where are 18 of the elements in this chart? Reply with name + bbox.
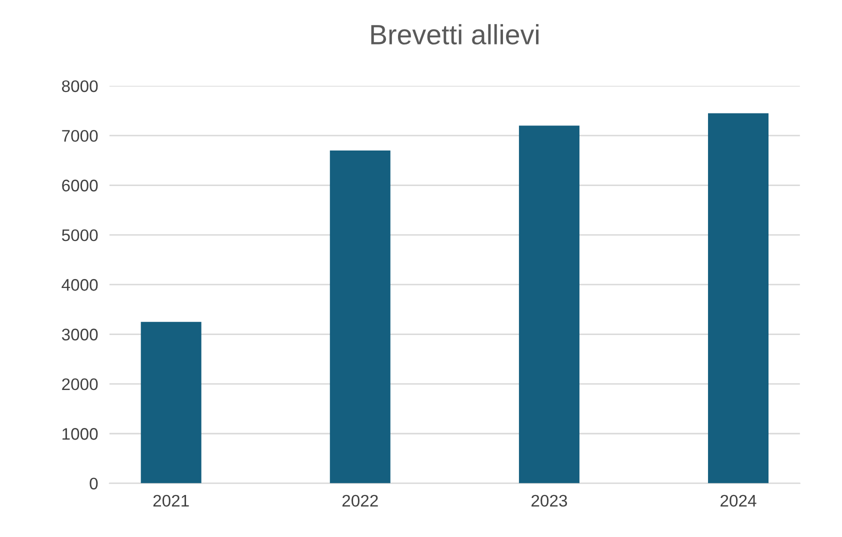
y-tick-label: 4000 [62,279,98,291]
y-tick-label: 3000 [62,328,98,340]
bar [330,150,390,484]
bar [140,322,202,484]
y-tick-label: 0 [90,478,98,490]
y-tick-label: 6000 [62,180,98,192]
bar [518,126,580,484]
x-tick-label: 2024 [720,494,756,507]
y-tick-label: 7000 [62,130,98,142]
x-tick-label: 2023 [532,494,568,507]
y-tick-label: 1000 [62,428,98,440]
chart-title: Brevetti allievi [371,24,538,45]
y-tick-label: 2000 [62,378,98,390]
x-tick-label: 2021 [153,494,189,507]
y-tick-label: 5000 [62,229,98,242]
y-tick-label: 8000 [62,80,98,92]
x-tick-label: 2022 [342,494,378,507]
bar [708,113,769,484]
